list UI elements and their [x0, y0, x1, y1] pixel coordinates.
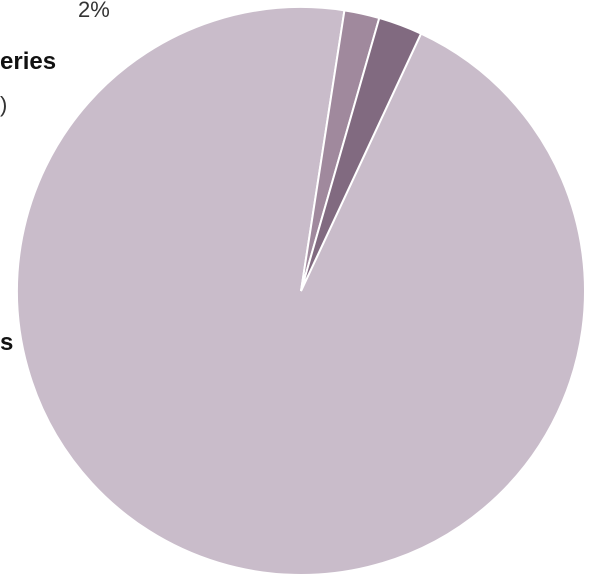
percent-label-2: 2% [78, 0, 110, 22]
pie-labels: 2% eries ) s [0, 0, 110, 356]
s-label-fragment: s [0, 329, 13, 356]
series-label-fragment: eries [0, 48, 56, 75]
paren-fragment: ) [0, 92, 7, 117]
pie-slices [16, 6, 586, 576]
pie-slice-2 [300, 16, 423, 292]
